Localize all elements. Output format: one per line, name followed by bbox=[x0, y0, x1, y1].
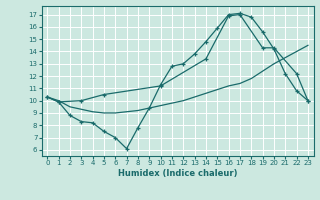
X-axis label: Humidex (Indice chaleur): Humidex (Indice chaleur) bbox=[118, 169, 237, 178]
